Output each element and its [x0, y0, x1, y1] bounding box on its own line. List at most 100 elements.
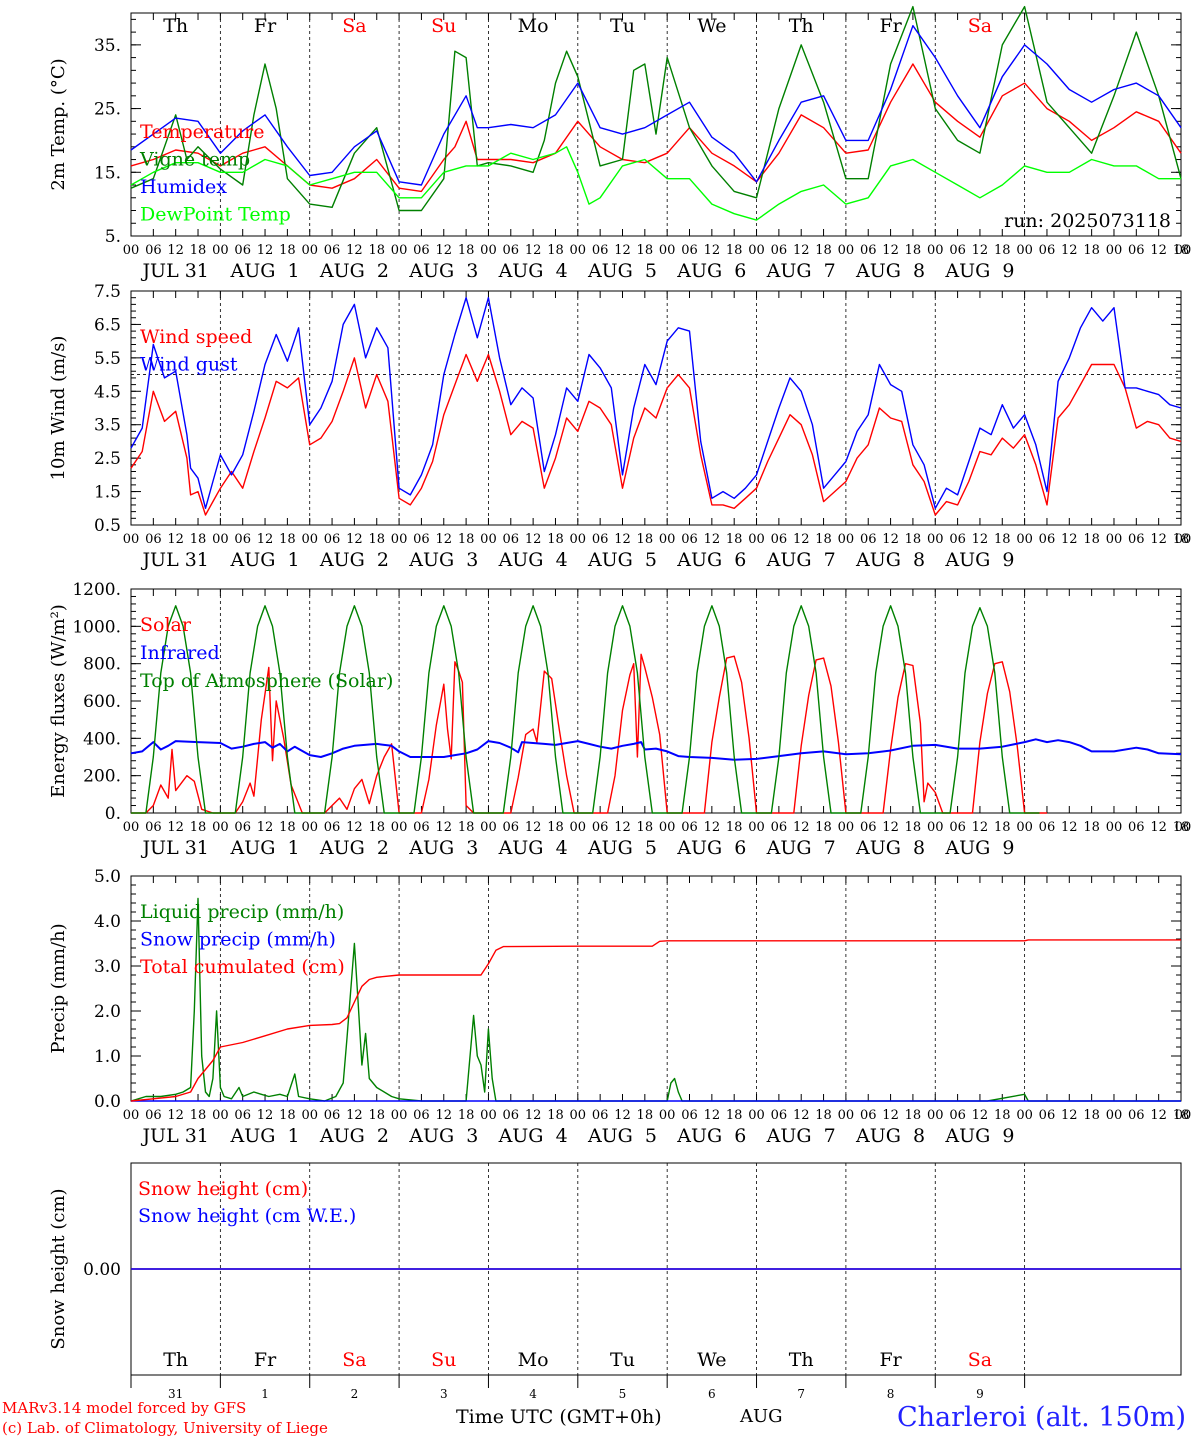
- hour-tick-label: 06: [145, 820, 162, 835]
- hour-tick-label: 06: [1128, 532, 1145, 547]
- hour-tick-label: 12: [1150, 243, 1167, 258]
- hour-tick-label: 12: [1150, 1108, 1167, 1123]
- day-number: 31: [168, 1387, 183, 1401]
- hour-tick-label: 18: [994, 243, 1011, 258]
- plot-frame: [130, 588, 1182, 814]
- y-tick-label: 3.0: [94, 957, 121, 977]
- hour-tick-label: 18: [637, 1108, 654, 1123]
- date-label: AUG 3: [408, 549, 478, 571]
- model-credit: MARv3.14 model forced by GFS: [2, 1399, 247, 1417]
- date-label: AUG 7: [766, 260, 836, 282]
- y-tick-label: 3.5: [94, 416, 121, 436]
- day-name-bottom: Fr: [879, 1349, 902, 1371]
- series-line: [131, 605, 1040, 814]
- hour-tick-label: 18: [905, 820, 922, 835]
- hour-tick-label: 06: [681, 820, 698, 835]
- hour-tick-label: 12: [525, 1108, 542, 1123]
- date-label: AUG 2: [319, 1125, 389, 1147]
- hour-tick-label: 00: [1175, 243, 1192, 258]
- legend-entry: Temperature: [140, 121, 264, 143]
- hour-tick-label: 12: [614, 532, 631, 547]
- hour-tick-label: 00: [1106, 243, 1123, 258]
- y-tick-label: 4.5: [94, 382, 121, 402]
- date-label: AUG 5: [587, 1125, 657, 1147]
- hour-tick-label: 12: [346, 532, 363, 547]
- series-line: [130, 25, 1182, 186]
- hour-tick-label: 12: [525, 820, 542, 835]
- hour-tick-label: 00: [1016, 243, 1033, 258]
- hour-tick-label: 06: [592, 532, 609, 547]
- panel-5: 0.00 Snow height (cm) Snow height (cm) Snow…: [48, 1162, 1182, 1376]
- hour-tick-label: 00: [391, 820, 408, 835]
- y-tick-label: 1200.: [72, 580, 121, 600]
- hour-tick-label: 00: [1106, 532, 1123, 547]
- hour-tick-label: 06: [324, 243, 341, 258]
- hour-tick-label: 12: [882, 532, 899, 547]
- date-label: AUG 2: [319, 549, 389, 571]
- hour-tick-label: 18: [1083, 820, 1100, 835]
- day-name-top: Mo: [518, 15, 549, 37]
- hour-tick-label: 12: [972, 243, 989, 258]
- hour-tick-label: 18: [1173, 532, 1190, 547]
- hour-tick-label: 12: [435, 243, 452, 258]
- day-number: 2: [351, 1387, 359, 1401]
- y-tick-label: 5.: [105, 227, 121, 247]
- date-label: AUG 3: [408, 260, 478, 282]
- hour-tick-label: 18: [547, 243, 564, 258]
- date-label: AUG 8: [855, 549, 925, 571]
- date-label: AUG 8: [855, 1125, 925, 1147]
- y-tick-label: 5.0: [94, 867, 121, 887]
- y-tick-label: 2.5: [94, 449, 121, 469]
- hour-tick-label: 18: [726, 243, 743, 258]
- legend-entry: Vigne temp: [139, 149, 250, 171]
- hour-tick-label: 12: [257, 243, 274, 258]
- hour-tick-label: 00: [838, 532, 855, 547]
- hour-tick-label: 00: [1016, 1108, 1033, 1123]
- hour-tick-label: 18: [637, 243, 654, 258]
- day-number: 9: [976, 1387, 984, 1401]
- hour-tick-label: 06: [413, 820, 430, 835]
- hour-tick-label: 06: [413, 1108, 430, 1123]
- day-number: 4: [529, 1387, 537, 1401]
- date-label: JUL 31: [140, 260, 208, 282]
- day-name-bottom: Mo: [518, 1349, 549, 1371]
- hour-tick-label: 12: [882, 820, 899, 835]
- hour-tick-label: 12: [704, 1108, 721, 1123]
- hour-tick-label: 00: [1016, 820, 1033, 835]
- date-label: AUG 5: [587, 837, 657, 859]
- hour-tick-label: 06: [860, 820, 877, 835]
- day-name-top: We: [697, 15, 726, 37]
- hour-tick-label: 00: [480, 532, 497, 547]
- date-label: AUG 2: [319, 837, 389, 859]
- hour-tick-label: 00: [659, 1108, 676, 1123]
- hour-tick-label: 06: [949, 1108, 966, 1123]
- hour-tick-label: 00: [659, 820, 676, 835]
- legend-entry: Snow precip (mm/h): [140, 929, 336, 951]
- hour-tick-label: 12: [793, 820, 810, 835]
- legend-entry: Wind gust: [140, 354, 238, 376]
- hour-tick-label: 18: [190, 820, 207, 835]
- hour-tick-label: 06: [860, 243, 877, 258]
- hour-tick-label: 12: [346, 820, 363, 835]
- hour-tick-label: 18: [547, 1108, 564, 1123]
- day-name-top: Sa: [968, 15, 992, 37]
- hour-tick-label: 12: [1061, 820, 1078, 835]
- hour-tick-label: 12: [257, 820, 274, 835]
- hour-tick-label: 12: [1061, 1108, 1078, 1123]
- hour-tick-label: 00: [1106, 1108, 1123, 1123]
- date-label: JUL 31: [140, 837, 208, 859]
- hour-tick-label: 06: [949, 532, 966, 547]
- hour-tick-label: 00: [927, 820, 944, 835]
- panel-1: 00 06 12 18 00 06 12 18 00 06 12 18 00 06 12 18 00 06 12 18…: [48, 5, 1192, 282]
- hour-tick-label: 06: [1039, 532, 1056, 547]
- hour-tick-label: 18: [637, 820, 654, 835]
- hour-tick-label: 06: [592, 820, 609, 835]
- hour-tick-label: 00: [570, 820, 587, 835]
- hour-tick-label: 18: [1083, 243, 1100, 258]
- y-tick-label: 400.: [83, 729, 121, 749]
- series-line: [130, 738, 1182, 761]
- hour-tick-label: 12: [614, 1108, 631, 1123]
- hour-tick-label: 18: [905, 532, 922, 547]
- y-tick-label: 1.5: [94, 483, 121, 503]
- date-label: AUG 6: [676, 260, 746, 282]
